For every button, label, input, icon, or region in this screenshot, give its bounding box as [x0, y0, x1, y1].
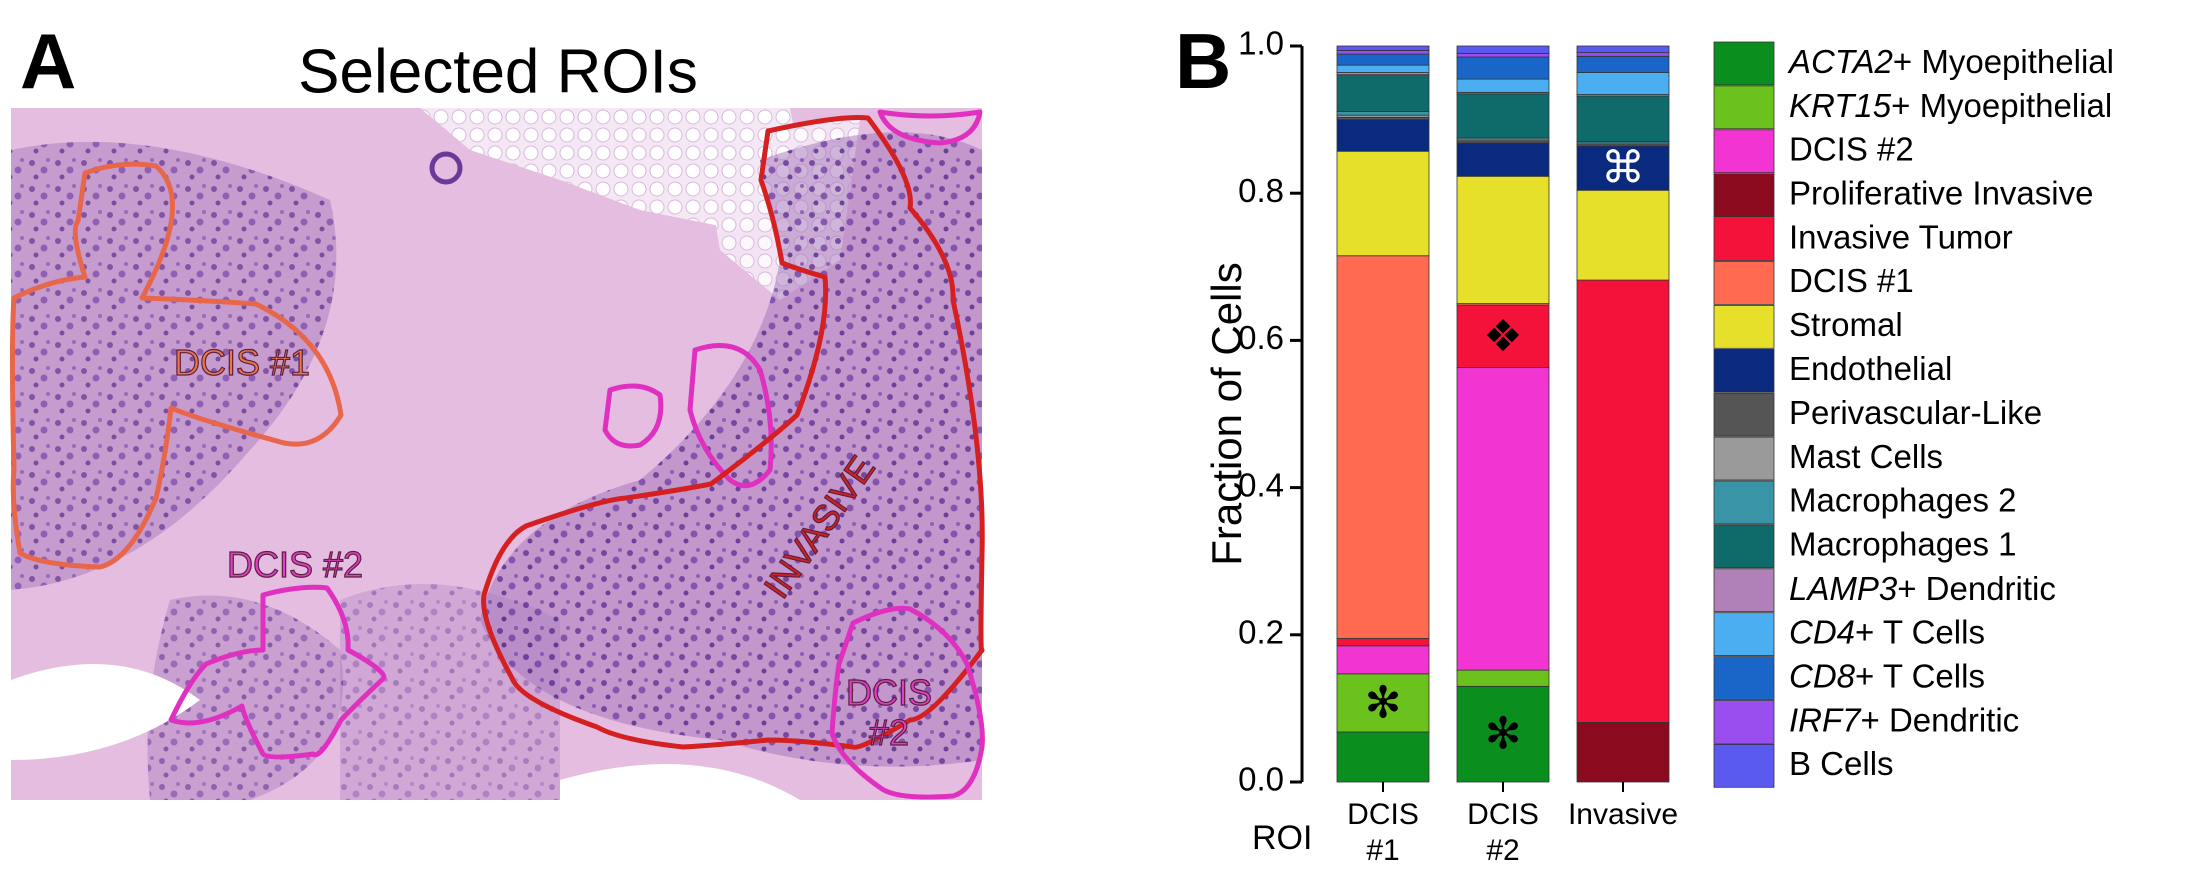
panel-title: Selected ROIs — [298, 37, 698, 106]
y-tick-label: 0.4 — [1238, 466, 1284, 503]
annotation: ❖ — [1483, 311, 1522, 362]
bar-segment — [1336, 638, 1430, 647]
bar-segment — [1576, 189, 1670, 281]
bar-segment — [1576, 279, 1670, 723]
bar-segment — [1576, 721, 1670, 783]
y-tick-label: 0.8 — [1238, 172, 1284, 209]
legend-swatch — [1713, 612, 1775, 657]
legend-swatch — [1713, 700, 1775, 744]
bar-segment — [1336, 53, 1430, 66]
roi-label: DCIS #2 — [846, 672, 932, 753]
bar-segment — [1456, 45, 1550, 54]
legend-swatch — [1713, 41, 1775, 86]
bar-segment — [1576, 45, 1670, 54]
legend-swatch — [1713, 392, 1775, 437]
legend-swatch — [1713, 744, 1775, 788]
legend-label: CD8+ T Cells — [1789, 657, 1985, 694]
annotation: ⌘ — [1601, 143, 1645, 194]
bar-segment — [1336, 119, 1430, 152]
legend-swatch — [1713, 480, 1775, 525]
bar-segment — [1336, 255, 1430, 639]
bar-segment — [1456, 93, 1550, 139]
roi-label: DCIS #1 — [174, 342, 310, 383]
annotation: ✻ — [1485, 709, 1522, 760]
bar-segment — [1576, 52, 1670, 57]
legend-swatch — [1713, 436, 1775, 481]
bar-segment — [1456, 685, 1550, 783]
roi-outline — [168, 584, 387, 760]
annotation: ✻ — [1365, 677, 1402, 728]
legend-label: DCIS #2 — [1789, 130, 1914, 167]
roi-label: DCIS #2 — [227, 544, 363, 585]
legend-swatch — [1713, 304, 1775, 349]
legend-label: Proliferative Invasive — [1789, 174, 2093, 211]
bar-segment — [1576, 145, 1670, 191]
roi-outline — [877, 109, 983, 146]
roi-outline — [10, 161, 344, 570]
legend-label: Endothelial — [1789, 350, 1952, 387]
legend-label: B Cells — [1789, 745, 1894, 782]
legend-label: CD4+ T Cells — [1789, 613, 1985, 650]
bar-segment — [1456, 669, 1550, 687]
legend-label: Stromal — [1789, 306, 1903, 343]
legend-swatch — [1713, 656, 1775, 700]
legend-label: LAMP3+ Dendritic — [1789, 569, 2056, 606]
legend-label: Perivascular-Like — [1789, 394, 2042, 431]
bar-segment — [1336, 150, 1430, 257]
bar-segment — [1336, 74, 1430, 112]
bar-segment — [1456, 142, 1550, 177]
y-axis-label: Fraction of Cells — [1203, 262, 1250, 565]
bar-segment — [1336, 673, 1430, 733]
legend-label: Macrophages 1 — [1789, 526, 2016, 563]
legend-swatch — [1713, 85, 1775, 130]
roi-outline — [602, 383, 664, 449]
legend-label: DCIS #1 — [1789, 262, 1914, 299]
legend-swatch — [1713, 524, 1775, 569]
bar-segment — [1576, 72, 1670, 95]
roi-outline — [829, 605, 985, 800]
roi-outline — [687, 343, 774, 489]
legend-swatch — [1713, 568, 1775, 613]
legend-swatch — [1713, 261, 1775, 305]
x-tick-label: DCIS #1 — [1347, 798, 1419, 867]
plot-area: 0.0 0.2 0.4 0.6 0.8 1.0 DCIS #1 DCIS #2 Invasive ✻ ✻… — [1238, 25, 2114, 867]
histology-image — [11, 108, 982, 800]
bar-segment — [1336, 64, 1430, 73]
bar-segment — [1456, 56, 1550, 80]
x-axis-label: ROI — [1252, 819, 1312, 857]
bar-segment — [1576, 55, 1670, 73]
legend-label: Invasive Tumor — [1789, 218, 2013, 255]
legend-swatch — [1713, 348, 1775, 393]
legend-label: Mast Cells — [1789, 438, 1943, 475]
y-tick-label: 0.2 — [1238, 614, 1284, 651]
bar-segment — [1336, 111, 1430, 116]
bar-segment — [1576, 95, 1670, 143]
x-tick-label: Invasive — [1568, 798, 1678, 831]
bar-segment — [1336, 731, 1430, 783]
bar-segment — [1456, 175, 1550, 305]
legend-label: ACTA2+ Myoepithelial — [1787, 43, 2114, 80]
panel-label: A — [20, 17, 76, 105]
legend-swatch — [1713, 173, 1775, 217]
roi-outline — [481, 115, 985, 750]
bar-segment — [1456, 52, 1550, 58]
legend-label: KRT15+ Myoepithelial — [1789, 87, 2112, 124]
legend-swatch — [1713, 129, 1775, 174]
y-tick-label: 0.6 — [1238, 319, 1284, 356]
y-tick-label: 0.0 — [1238, 761, 1284, 798]
bar-segment — [1456, 304, 1550, 369]
bar-segment — [1456, 367, 1550, 671]
legend-label: IRF7+ Dendritic — [1789, 701, 2019, 738]
bar-segment — [1336, 45, 1430, 51]
bar-segment — [1456, 78, 1550, 93]
legend-label: Macrophages 2 — [1789, 482, 2016, 519]
y-tick-label: 1.0 — [1238, 25, 1284, 62]
panel-label: B — [1175, 17, 1231, 105]
x-tick-label: DCIS #2 — [1467, 798, 1539, 867]
bar-segment — [1336, 50, 1430, 55]
legend-swatch — [1713, 217, 1775, 261]
bar-segment — [1336, 645, 1430, 675]
